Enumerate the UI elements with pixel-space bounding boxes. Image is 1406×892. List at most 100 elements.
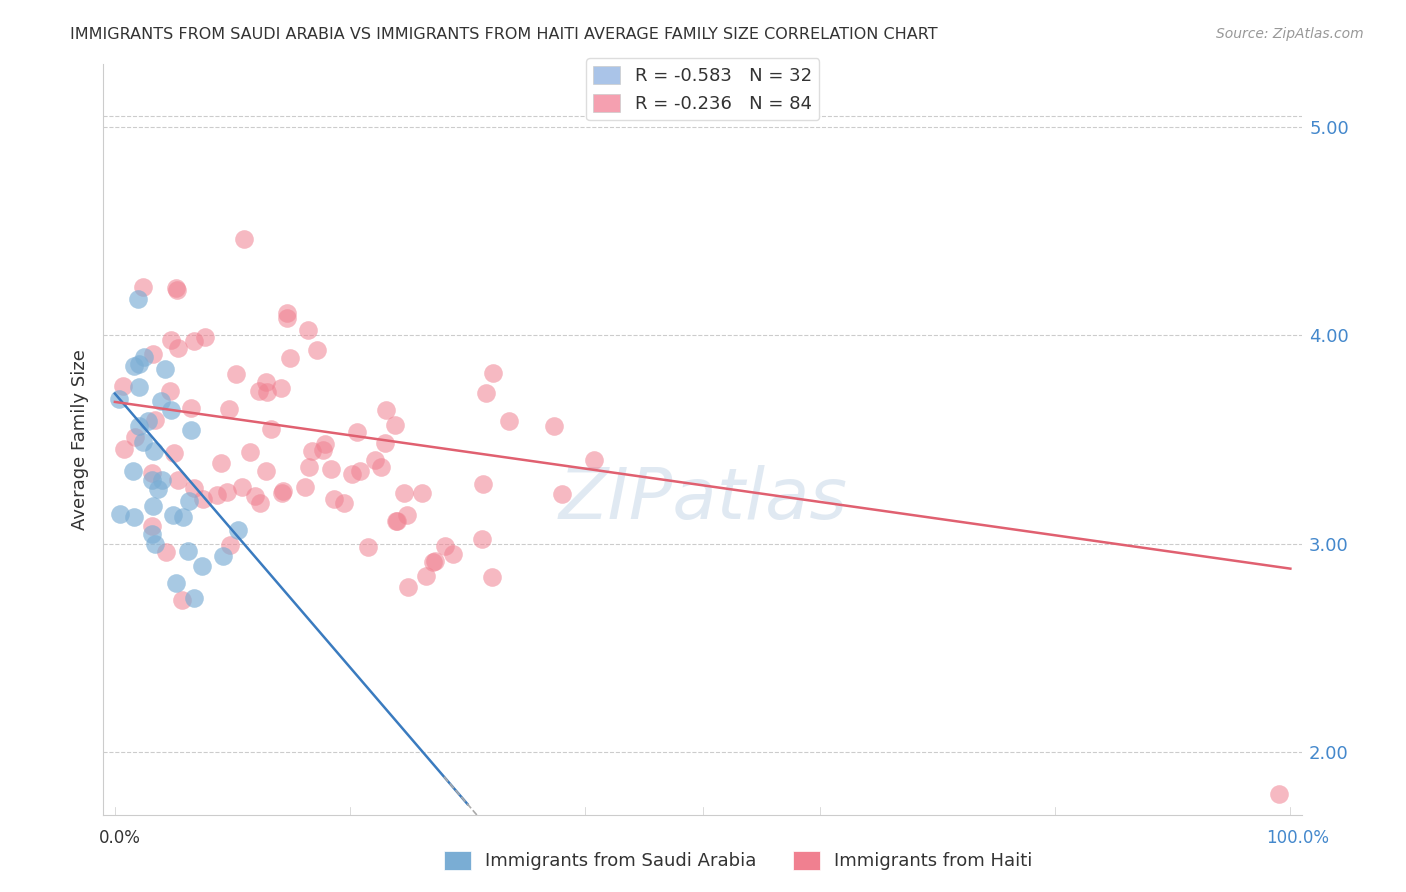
Point <box>394 486 416 500</box>
Point <box>370 460 392 475</box>
Point <box>141 518 163 533</box>
Point <box>172 593 194 607</box>
Point <box>1267 787 1289 801</box>
Point <box>141 473 163 487</box>
Point <box>150 473 173 487</box>
Point <box>142 499 165 513</box>
Point <box>159 402 181 417</box>
Point <box>165 576 187 591</box>
Point <box>226 523 249 537</box>
Point <box>141 466 163 480</box>
Point <box>374 435 396 450</box>
Point <box>166 473 188 487</box>
Point <box>385 514 408 528</box>
Point <box>294 480 316 494</box>
Point <box>349 464 371 478</box>
Point <box>183 481 205 495</box>
Point <box>122 510 145 524</box>
Point <box>143 444 166 458</box>
Point <box>225 367 247 381</box>
Point <box>136 414 159 428</box>
Point <box>441 547 464 561</box>
Point <box>128 379 150 393</box>
Point <box>582 453 605 467</box>
Text: 100.0%: 100.0% <box>1265 829 1329 847</box>
Text: Source: ZipAtlas.com: Source: ZipAtlas.com <box>1216 27 1364 41</box>
Point <box>218 538 240 552</box>
Point <box>256 384 278 399</box>
Point <box>124 429 146 443</box>
Point <box>111 379 134 393</box>
Point <box>143 537 166 551</box>
Point <box>384 417 406 432</box>
Point <box>127 292 149 306</box>
Text: 0.0%: 0.0% <box>98 829 141 847</box>
Point <box>475 385 498 400</box>
Point <box>297 323 319 337</box>
Point <box>346 425 368 439</box>
Point <box>232 232 254 246</box>
Point <box>422 556 444 570</box>
Point <box>159 384 181 398</box>
Point <box>374 403 396 417</box>
Point <box>217 485 239 500</box>
Point <box>128 357 150 371</box>
Point <box>482 366 505 380</box>
Point <box>385 514 408 528</box>
Point <box>321 462 343 476</box>
Point <box>312 442 335 457</box>
Point <box>415 569 437 583</box>
Point <box>357 540 380 554</box>
Point <box>183 591 205 605</box>
Point <box>543 418 565 433</box>
Point <box>134 350 156 364</box>
Point <box>107 392 129 407</box>
Point <box>179 401 201 416</box>
Point <box>122 359 145 373</box>
Y-axis label: Average Family Size: Average Family Size <box>72 349 89 530</box>
Point <box>167 341 190 355</box>
Point <box>166 283 188 297</box>
Point <box>112 442 135 456</box>
Legend: R = -0.583   N = 32, R = -0.236   N = 84: R = -0.583 N = 32, R = -0.236 N = 84 <box>586 58 820 120</box>
Point <box>132 279 155 293</box>
Point <box>218 402 240 417</box>
Point <box>128 419 150 434</box>
Point <box>165 281 187 295</box>
Point <box>247 384 270 398</box>
Point <box>307 343 329 357</box>
Point <box>260 422 283 436</box>
Point <box>472 476 495 491</box>
Point <box>141 527 163 541</box>
Point <box>471 532 494 546</box>
Point <box>239 445 262 459</box>
Point <box>243 490 266 504</box>
Point <box>298 459 321 474</box>
Point <box>153 361 176 376</box>
Text: IMMIGRANTS FROM SAUDI ARABIA VS IMMIGRANTS FROM HAITI AVERAGE FAMILY SIZE CORREL: IMMIGRANTS FROM SAUDI ARABIA VS IMMIGRAN… <box>70 27 938 42</box>
Point <box>481 570 503 584</box>
Point <box>340 467 363 482</box>
Point <box>231 480 253 494</box>
Point <box>155 545 177 559</box>
Point <box>270 486 292 500</box>
Point <box>180 423 202 437</box>
Point <box>276 306 298 320</box>
Point <box>411 486 433 500</box>
Point <box>183 334 205 348</box>
Point <box>159 333 181 347</box>
Point <box>110 507 132 521</box>
Point <box>142 347 165 361</box>
Point <box>191 491 214 506</box>
Point <box>162 508 184 522</box>
Point <box>205 488 228 502</box>
Point <box>276 311 298 326</box>
Point <box>323 491 346 506</box>
Point <box>396 580 419 594</box>
Legend: Immigrants from Saudi Arabia, Immigrants from Haiti: Immigrants from Saudi Arabia, Immigrants… <box>436 844 1040 878</box>
Point <box>434 539 457 553</box>
Point <box>271 484 294 499</box>
Point <box>209 456 232 470</box>
Point <box>280 351 302 365</box>
Point <box>333 496 356 510</box>
